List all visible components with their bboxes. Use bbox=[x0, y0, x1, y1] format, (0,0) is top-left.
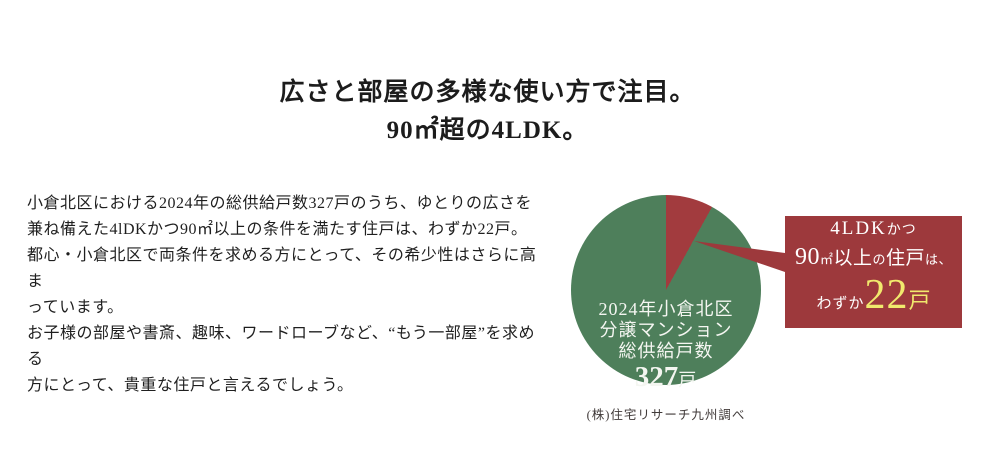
data-source-caption: (株)住宅リサーチ九州調べ bbox=[586, 408, 746, 422]
page-title-line1: 広さと部屋の多様な使い方で注目。 bbox=[279, 79, 696, 106]
page-title: 広さと部屋の多様な使い方で注目。 90㎡超の4LDK。 bbox=[0, 74, 975, 150]
callout-line1: 4LDKかつ bbox=[830, 218, 917, 242]
description-paragraph: 小倉北区における2024年の総供給戸数327戸のうち、ゆとりの広さを 兼ね備えた… bbox=[27, 195, 537, 394]
callout-line2-unit-word: 住戸 bbox=[886, 248, 926, 269]
callout-line1-sub: かつ bbox=[886, 223, 917, 238]
callout-line3: わずか22戸 bbox=[816, 273, 930, 326]
pie-total-number: 327 bbox=[634, 361, 679, 393]
callout-count-number: 22 bbox=[864, 272, 909, 318]
callout-leader-tail bbox=[694, 241, 785, 272]
callout-line2-over: 以上 bbox=[833, 248, 873, 269]
callout-line2-wa: は、 bbox=[925, 252, 953, 267]
callout-line2-sqm: ㎡ bbox=[819, 252, 834, 267]
supply-pie-chart: 2024年小倉北区 分譲マンション 総供給戸数 327戸 bbox=[571, 195, 761, 392]
scarcity-callout-box: 4LDKかつ 90㎡以上の住戸は、 わずか22戸 bbox=[785, 216, 962, 328]
callout-line2: 90㎡以上の住戸は、 bbox=[795, 245, 952, 272]
callout-line2-size: 90 bbox=[794, 244, 820, 270]
callout-only-label: わずか bbox=[816, 296, 865, 312]
callout-line2-no: の bbox=[872, 252, 886, 267]
pie-label-line2: 分譲マンション bbox=[599, 320, 733, 340]
page-title-line2: 90㎡超の4LDK。 bbox=[386, 117, 589, 144]
pie-label-line3: 総供給戸数 bbox=[618, 341, 714, 361]
pie-label-line1: 2024年小倉北区 bbox=[598, 299, 734, 319]
callout-line1-main: 4LDK bbox=[830, 218, 887, 239]
callout-count-unit: 戸 bbox=[908, 288, 931, 313]
pie-total: 327戸 bbox=[571, 362, 761, 395]
pie-total-unit: 戸 bbox=[678, 370, 698, 390]
pie-center-label: 2024年小倉北区 分譲マンション 総供給戸数 327戸 bbox=[571, 299, 761, 395]
